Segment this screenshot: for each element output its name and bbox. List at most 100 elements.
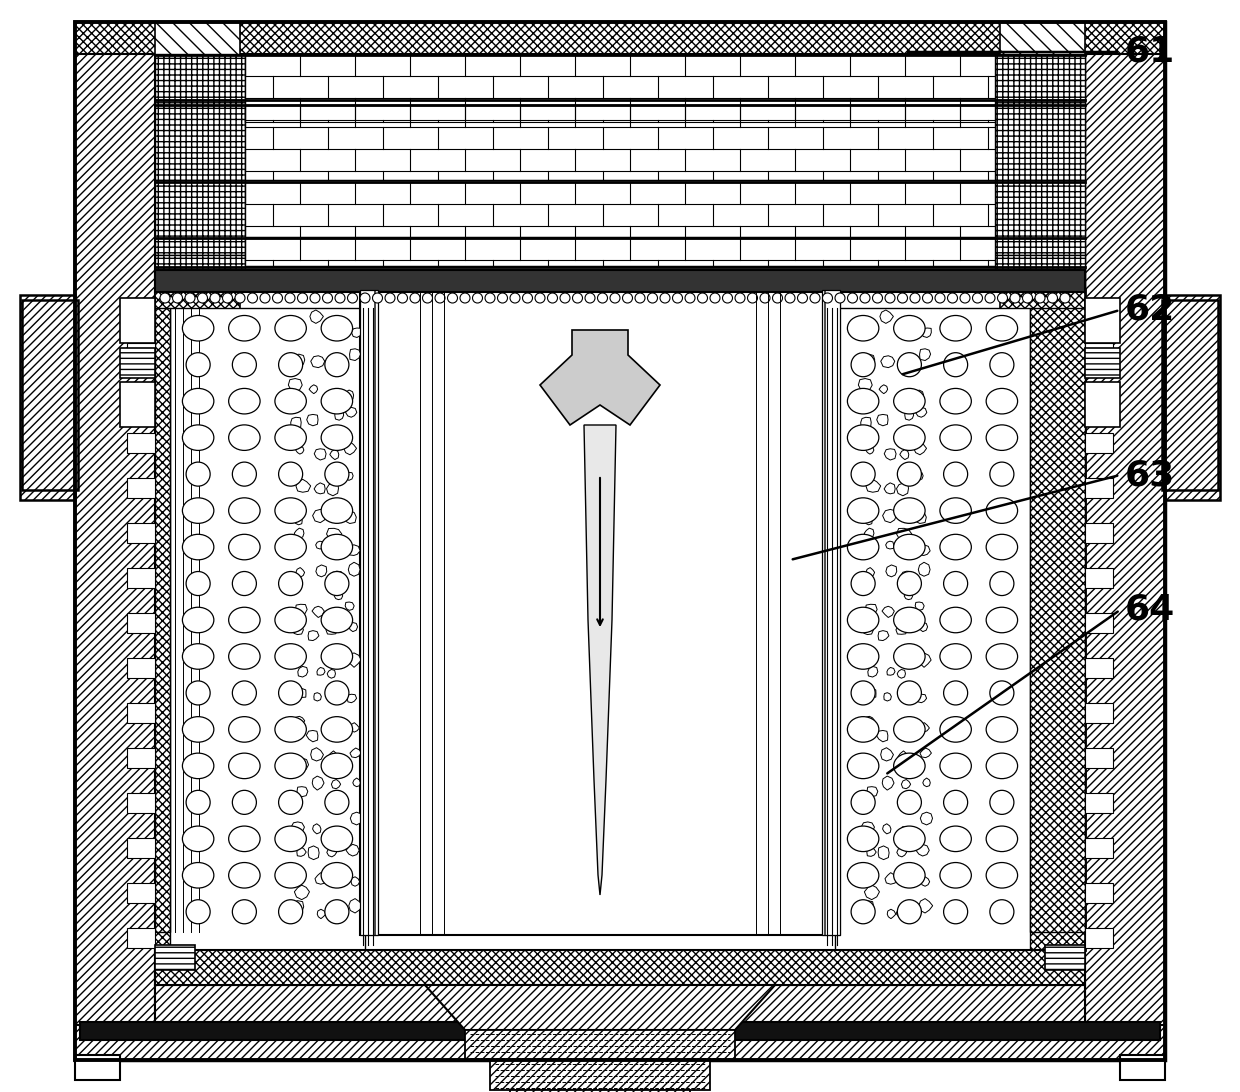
Ellipse shape <box>940 534 971 560</box>
Circle shape <box>210 293 219 302</box>
Polygon shape <box>919 545 930 556</box>
Ellipse shape <box>986 316 1018 341</box>
Polygon shape <box>919 562 930 577</box>
Circle shape <box>172 293 182 302</box>
Circle shape <box>325 571 348 595</box>
Polygon shape <box>994 180 1085 256</box>
Polygon shape <box>311 748 324 761</box>
Polygon shape <box>919 622 928 631</box>
Polygon shape <box>862 901 874 913</box>
Ellipse shape <box>894 425 925 450</box>
Circle shape <box>222 293 233 302</box>
Ellipse shape <box>847 425 879 450</box>
Ellipse shape <box>228 643 260 669</box>
Polygon shape <box>334 360 342 369</box>
Circle shape <box>398 293 408 302</box>
Polygon shape <box>327 751 339 761</box>
Polygon shape <box>920 748 931 758</box>
Polygon shape <box>347 653 361 667</box>
Polygon shape <box>306 731 317 741</box>
Circle shape <box>990 791 1014 815</box>
Polygon shape <box>343 390 353 401</box>
Ellipse shape <box>228 753 260 779</box>
Polygon shape <box>878 630 889 641</box>
Ellipse shape <box>228 389 260 414</box>
Circle shape <box>635 293 645 302</box>
Circle shape <box>944 791 967 815</box>
Bar <box>1085 298 1114 318</box>
Polygon shape <box>861 417 872 428</box>
Bar <box>120 298 155 343</box>
Ellipse shape <box>940 753 971 779</box>
Polygon shape <box>914 390 924 401</box>
Bar <box>155 950 1085 985</box>
Ellipse shape <box>940 498 971 523</box>
Bar <box>126 658 155 678</box>
Ellipse shape <box>940 826 971 852</box>
Circle shape <box>573 293 583 302</box>
Circle shape <box>898 791 921 815</box>
Circle shape <box>384 293 396 302</box>
Circle shape <box>423 293 433 302</box>
Ellipse shape <box>321 316 352 341</box>
Polygon shape <box>294 716 305 726</box>
Bar <box>1085 388 1114 408</box>
Polygon shape <box>898 751 909 761</box>
Bar <box>1045 945 1085 970</box>
Polygon shape <box>331 827 341 835</box>
Polygon shape <box>866 447 874 454</box>
Circle shape <box>822 293 832 302</box>
Circle shape <box>435 293 445 302</box>
Polygon shape <box>312 509 326 523</box>
Polygon shape <box>314 692 321 701</box>
Polygon shape <box>915 602 924 610</box>
Polygon shape <box>312 776 324 791</box>
Circle shape <box>972 293 982 302</box>
Ellipse shape <box>182 316 213 341</box>
Polygon shape <box>351 877 360 887</box>
Circle shape <box>898 681 921 705</box>
Polygon shape <box>900 450 909 460</box>
Circle shape <box>990 900 1014 924</box>
Ellipse shape <box>182 826 213 852</box>
Polygon shape <box>348 545 360 556</box>
Ellipse shape <box>275 316 306 341</box>
Bar <box>126 523 155 543</box>
Bar <box>155 985 1085 1030</box>
Polygon shape <box>1030 308 1085 931</box>
Polygon shape <box>866 515 872 525</box>
Bar <box>170 308 365 950</box>
Polygon shape <box>900 571 913 582</box>
Ellipse shape <box>321 826 352 852</box>
Ellipse shape <box>275 826 306 852</box>
Ellipse shape <box>847 716 879 743</box>
Polygon shape <box>295 515 303 525</box>
Ellipse shape <box>275 716 306 743</box>
Circle shape <box>910 293 920 302</box>
Ellipse shape <box>986 389 1018 414</box>
Polygon shape <box>916 844 929 856</box>
Bar <box>835 308 1030 950</box>
Polygon shape <box>351 812 362 824</box>
Ellipse shape <box>182 498 213 523</box>
Polygon shape <box>888 910 895 918</box>
Polygon shape <box>880 356 895 368</box>
Bar <box>126 703 155 723</box>
Circle shape <box>186 462 210 486</box>
Bar <box>126 298 155 318</box>
Bar <box>1085 523 1114 543</box>
Polygon shape <box>314 483 325 494</box>
Circle shape <box>360 293 370 302</box>
Ellipse shape <box>986 716 1018 743</box>
Ellipse shape <box>986 753 1018 779</box>
Polygon shape <box>326 484 339 496</box>
Circle shape <box>1060 293 1070 302</box>
Polygon shape <box>316 565 326 577</box>
Circle shape <box>347 293 357 302</box>
Circle shape <box>522 293 532 302</box>
Polygon shape <box>866 604 877 617</box>
Polygon shape <box>155 180 246 256</box>
Ellipse shape <box>275 863 306 888</box>
Polygon shape <box>897 506 906 519</box>
Ellipse shape <box>275 607 306 632</box>
